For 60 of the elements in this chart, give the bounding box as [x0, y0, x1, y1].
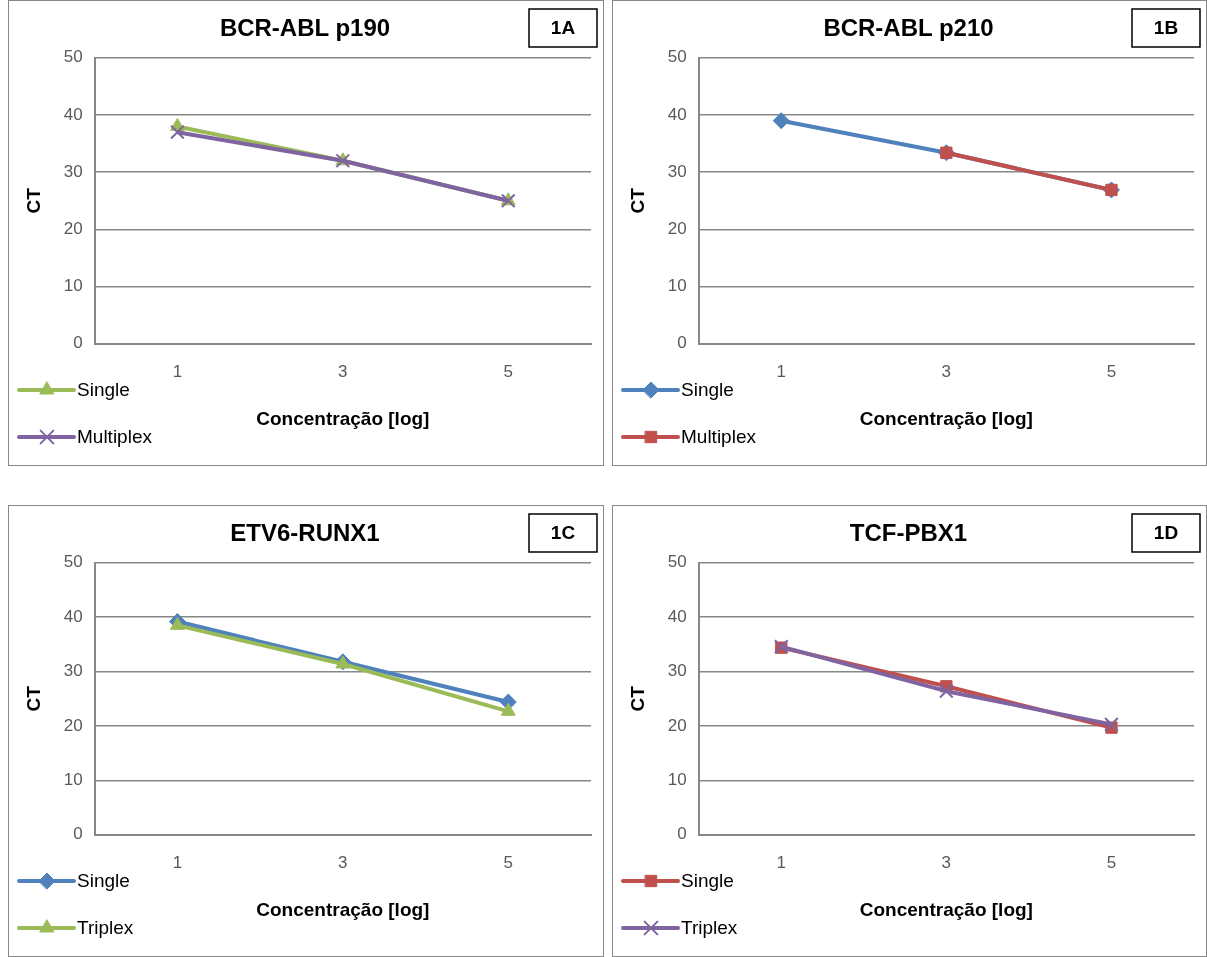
y-tick-label: 40: [63, 606, 83, 626]
chart-title: ETV6-RUNX1: [230, 519, 380, 547]
chart-title: TCF-PBX1: [849, 519, 968, 547]
x-tick-label: 5: [1106, 361, 1117, 381]
legend-label: Single: [77, 870, 130, 892]
y-tick-label: 50: [63, 552, 83, 572]
y-tick-label: 30: [63, 661, 83, 681]
x-axis-title: Concentração [log]: [859, 898, 1033, 920]
x-axis-title: Concentração [log]: [859, 407, 1033, 429]
legend-label: Multiplex: [681, 426, 757, 448]
y-tick-label: 0: [677, 333, 687, 353]
y-tick-label: 40: [667, 104, 687, 124]
chart-title: BCR-ABL p190: [219, 14, 391, 42]
x-tick-label: 1: [776, 361, 786, 381]
legend-label: Single: [681, 870, 734, 892]
y-tick-label: 50: [667, 47, 687, 67]
x-tick-label: 3: [338, 361, 348, 381]
x-tick-label: 5: [503, 852, 514, 872]
y-tick-label: 0: [73, 824, 83, 844]
y-tick-label: 10: [667, 770, 687, 790]
x-tick-label: 1: [172, 852, 183, 872]
x-tick-label: 3: [941, 361, 952, 381]
y-tick-label: 0: [73, 333, 83, 353]
chart-title: BCR-ABL p210: [823, 14, 994, 42]
y-tick-label: 10: [667, 276, 687, 296]
legend-label: Single: [681, 379, 734, 401]
y-tick-label: 50: [63, 47, 83, 67]
x-tick-label: 3: [941, 852, 952, 872]
y-tick-label: 30: [667, 661, 687, 681]
y-tick-label: 40: [667, 606, 687, 626]
y-axis-title: CT: [626, 187, 648, 214]
x-tick-label: 1: [776, 852, 786, 872]
y-axis-title: CT: [22, 685, 44, 712]
x-tick-label: 3: [338, 852, 348, 872]
legend-label: Multiplex: [77, 426, 153, 448]
y-tick-label: 20: [63, 219, 83, 239]
y-tick-label: 30: [63, 161, 83, 181]
y-tick-label: 40: [63, 104, 83, 124]
x-tick-label: 5: [1106, 852, 1117, 872]
y-axis-title: CT: [22, 187, 44, 214]
y-tick-label: 30: [667, 161, 687, 181]
y-tick-label: 20: [63, 715, 83, 735]
y-axis-title: CT: [626, 685, 648, 712]
x-axis-title: Concentração [log]: [256, 407, 430, 429]
text: 1C: [550, 522, 576, 544]
legend-label: Triplex: [77, 917, 134, 939]
y-tick-label: 20: [667, 219, 687, 239]
x-tick-label: 5: [503, 361, 514, 381]
x-tick-label: 1: [172, 361, 183, 381]
y-tick-label: 10: [63, 770, 83, 790]
y-tick-label: 50: [667, 552, 687, 572]
text: 1A: [550, 17, 576, 39]
text: 1B: [1153, 17, 1179, 39]
legend-label: Single: [77, 379, 130, 401]
y-tick-label: 0: [677, 824, 687, 844]
y-tick-label: 10: [63, 276, 83, 296]
y-tick-label: 20: [667, 715, 687, 735]
legend-label: Triplex: [681, 917, 738, 939]
text: 1D: [1153, 522, 1179, 544]
x-axis-title: Concentração [log]: [256, 898, 430, 920]
